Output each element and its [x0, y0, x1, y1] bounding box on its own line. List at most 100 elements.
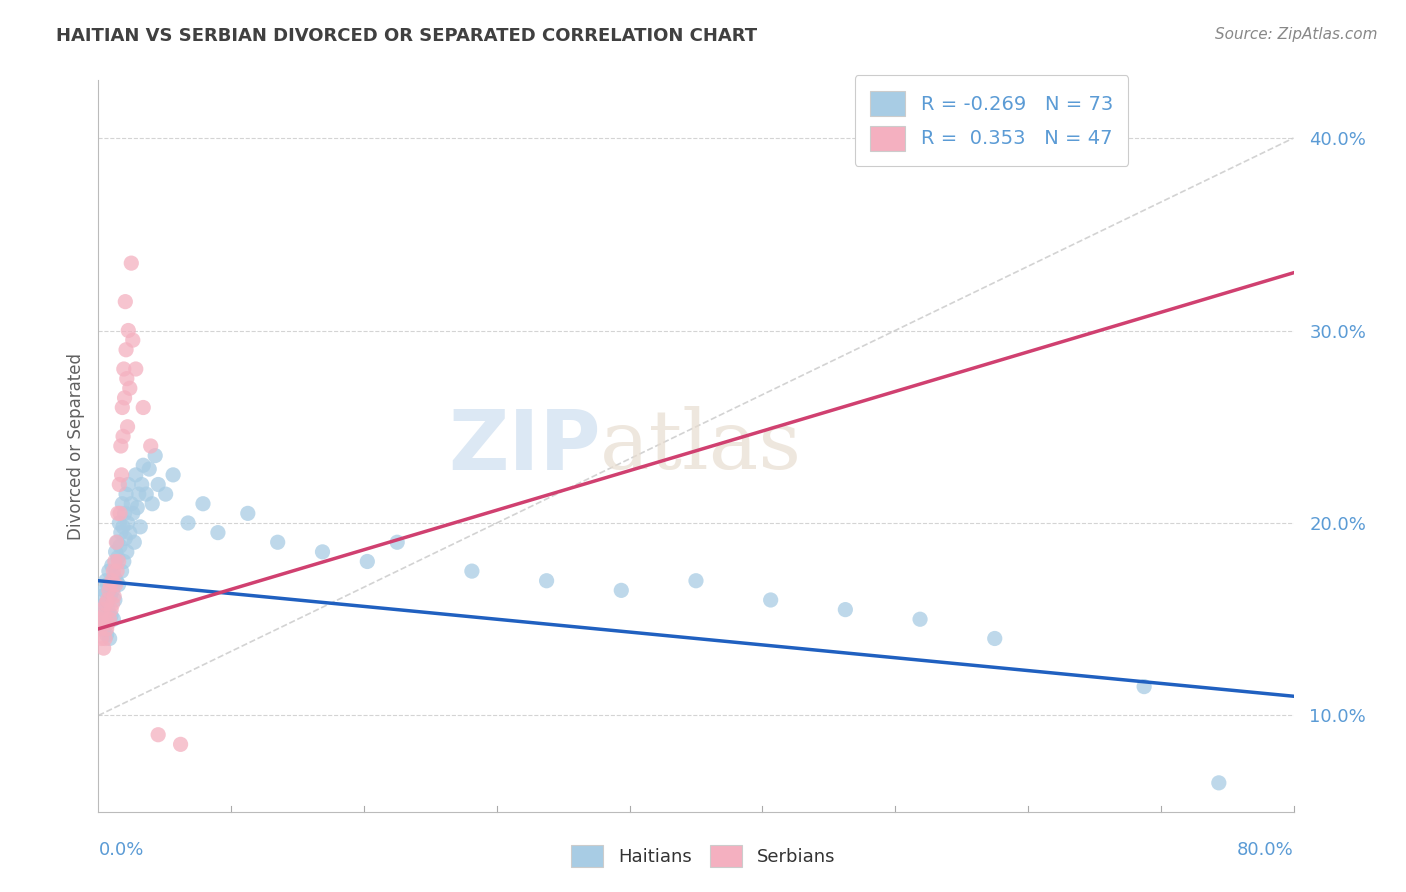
Point [110, 439, 132, 453]
Point [97, 564, 120, 578]
Point [96, 622, 118, 636]
Point [93, 622, 115, 636]
Point [908, 612, 931, 626]
Point [984, 632, 1007, 646]
Point [121, 333, 143, 347]
Point [114, 507, 136, 521]
Point [207, 525, 229, 540]
Point [91, 616, 114, 631]
Point [97, 583, 120, 598]
Point [685, 574, 707, 588]
Point [311, 545, 333, 559]
Point [125, 362, 148, 376]
Point [93, 641, 115, 656]
Point [1133, 680, 1156, 694]
Point [117, 324, 139, 338]
Legend: Haitians, Serbians: Haitians, Serbians [564, 838, 842, 874]
Point [141, 497, 163, 511]
Text: 0.0%: 0.0% [98, 840, 143, 859]
Point [107, 554, 129, 568]
Point [132, 458, 155, 473]
Point [111, 497, 134, 511]
Point [117, 419, 139, 434]
Point [108, 516, 131, 530]
Point [91, 602, 114, 616]
Point [90, 602, 112, 616]
Point [135, 487, 157, 501]
Point [610, 583, 633, 598]
Point [90, 632, 112, 646]
Point [96, 577, 118, 591]
Point [120, 497, 142, 511]
Point [131, 477, 153, 491]
Point [112, 554, 135, 568]
Y-axis label: Divorced or Separated: Divorced or Separated [66, 352, 84, 540]
Point [461, 564, 484, 578]
Point [114, 391, 136, 405]
Legend: R = -0.269   N = 73, R =  0.353   N = 47: R = -0.269 N = 73, R = 0.353 N = 47 [855, 75, 1129, 166]
Point [112, 362, 135, 376]
Point [129, 520, 152, 534]
Point [108, 507, 131, 521]
Point [107, 550, 129, 565]
Point [155, 487, 177, 501]
Point [94, 597, 117, 611]
Point [104, 577, 127, 591]
Point [97, 602, 120, 616]
Point [107, 507, 129, 521]
Point [536, 574, 558, 588]
Point [101, 558, 124, 573]
Point [91, 589, 114, 603]
Point [103, 612, 125, 626]
Point [128, 487, 150, 501]
Point [98, 577, 122, 591]
Point [356, 554, 378, 568]
Point [121, 507, 143, 521]
Point [103, 570, 125, 584]
Point [114, 532, 136, 546]
Point [94, 597, 117, 611]
Point [132, 401, 155, 415]
Point [114, 294, 136, 309]
Point [834, 602, 856, 616]
Point [118, 525, 141, 540]
Point [111, 401, 134, 415]
Point [101, 597, 124, 611]
Point [105, 535, 128, 549]
Point [191, 497, 214, 511]
Point [117, 516, 139, 530]
Point [90, 612, 112, 626]
Point [101, 574, 124, 588]
Point [93, 608, 115, 623]
Point [115, 343, 138, 357]
Point [107, 577, 129, 591]
Point [124, 535, 146, 549]
Point [91, 612, 114, 626]
Point [98, 632, 121, 646]
Point [236, 507, 259, 521]
Point [96, 593, 118, 607]
Point [104, 554, 127, 568]
Point [385, 535, 409, 549]
Point [105, 574, 128, 588]
Point [110, 467, 132, 482]
Text: HAITIAN VS SERBIAN DIVORCED OR SEPARATED CORRELATION CHART: HAITIAN VS SERBIAN DIVORCED OR SEPARATED… [56, 27, 758, 45]
Point [1208, 776, 1230, 790]
Point [89, 622, 111, 636]
Point [108, 539, 131, 553]
Point [94, 632, 117, 646]
Point [110, 564, 132, 578]
Point [169, 737, 191, 751]
Point [148, 477, 170, 491]
Text: ZIP: ZIP [449, 406, 600, 486]
Point [139, 439, 162, 453]
Point [127, 500, 149, 515]
Point [105, 535, 128, 549]
Point [117, 477, 139, 491]
Point [101, 583, 124, 598]
Point [118, 381, 141, 395]
Text: 80.0%: 80.0% [1237, 840, 1294, 859]
Text: atlas: atlas [600, 406, 803, 486]
Point [138, 462, 160, 476]
Point [267, 535, 290, 549]
